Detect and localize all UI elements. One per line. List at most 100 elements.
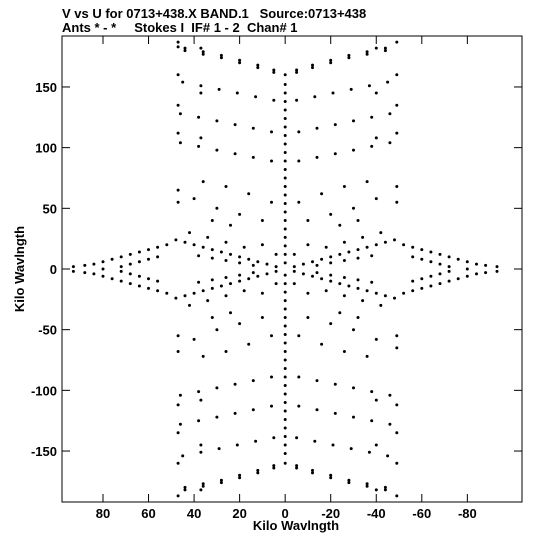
data-point bbox=[71, 265, 75, 269]
data-point bbox=[274, 282, 278, 286]
data-point bbox=[347, 53, 351, 57]
data-point bbox=[233, 152, 237, 156]
data-point bbox=[356, 286, 360, 290]
data-point bbox=[283, 210, 287, 214]
data-point bbox=[251, 271, 255, 275]
data-point bbox=[238, 61, 242, 65]
data-point bbox=[429, 250, 433, 254]
data-point bbox=[256, 63, 260, 67]
data-point bbox=[297, 200, 301, 204]
data-point bbox=[331, 91, 335, 95]
data-point bbox=[395, 200, 399, 204]
data-point bbox=[201, 484, 205, 488]
data-point bbox=[374, 337, 378, 341]
y-tick-label: 50 bbox=[43, 201, 57, 216]
data-point bbox=[465, 267, 469, 271]
data-point bbox=[137, 250, 141, 254]
data-point bbox=[283, 193, 287, 197]
data-point bbox=[210, 278, 214, 282]
data-point bbox=[156, 245, 160, 249]
data-point bbox=[349, 447, 353, 451]
data-point bbox=[283, 168, 287, 171]
data-point bbox=[383, 240, 387, 244]
data-point bbox=[219, 478, 223, 482]
data-point bbox=[247, 257, 251, 261]
plot-frame bbox=[61, 35, 523, 503]
data-point bbox=[215, 206, 219, 210]
data-point bbox=[192, 291, 196, 295]
data-point bbox=[260, 291, 264, 295]
data-point bbox=[283, 176, 287, 180]
data-point bbox=[374, 243, 378, 247]
data-point bbox=[224, 350, 228, 353]
data-point bbox=[272, 464, 276, 468]
data-point bbox=[219, 481, 223, 485]
data-point bbox=[283, 375, 287, 379]
data-point bbox=[292, 252, 296, 256]
data-point bbox=[274, 265, 278, 269]
data-point bbox=[183, 240, 187, 244]
data-point bbox=[283, 73, 287, 77]
data-point bbox=[229, 311, 232, 315]
data-point bbox=[110, 257, 114, 261]
data-point bbox=[347, 56, 351, 60]
data-point bbox=[411, 279, 415, 283]
data-point bbox=[438, 262, 442, 266]
data-point bbox=[315, 126, 319, 130]
data-point bbox=[356, 248, 360, 252]
data-point bbox=[224, 240, 228, 244]
data-point bbox=[365, 50, 369, 54]
data-point bbox=[176, 188, 180, 192]
data-point bbox=[315, 155, 319, 159]
data-point bbox=[349, 87, 353, 91]
data-point bbox=[388, 141, 392, 145]
data-point bbox=[283, 290, 287, 294]
data-point bbox=[238, 58, 242, 62]
data-point bbox=[333, 382, 337, 386]
data-point bbox=[379, 303, 383, 307]
data-point bbox=[429, 274, 433, 278]
data-point bbox=[283, 358, 287, 362]
data-point bbox=[215, 119, 219, 123]
data-point bbox=[199, 443, 203, 447]
data-point bbox=[393, 296, 396, 300]
data-point bbox=[274, 252, 278, 256]
data-point bbox=[235, 91, 239, 95]
data-point bbox=[251, 155, 255, 159]
data-point bbox=[270, 334, 273, 338]
data-point bbox=[119, 269, 123, 273]
data-point bbox=[456, 257, 460, 261]
data-point bbox=[197, 419, 201, 423]
data-point bbox=[333, 123, 337, 127]
data-point bbox=[283, 159, 287, 163]
data-point bbox=[215, 386, 219, 390]
data-point bbox=[329, 212, 333, 216]
data-point bbox=[306, 219, 310, 222]
data-point bbox=[254, 95, 258, 99]
y-tick-label: 0 bbox=[50, 262, 57, 277]
data-point bbox=[283, 282, 287, 286]
data-point bbox=[465, 274, 469, 278]
data-point bbox=[338, 252, 342, 256]
data-point bbox=[156, 255, 160, 259]
data-point bbox=[329, 61, 333, 65]
data-point bbox=[283, 307, 287, 311]
data-point bbox=[313, 439, 317, 443]
data-point bbox=[365, 354, 369, 358]
data-point bbox=[165, 243, 169, 247]
data-point bbox=[283, 261, 287, 265]
data-point bbox=[235, 443, 239, 447]
data-point bbox=[411, 289, 415, 293]
data-point bbox=[251, 379, 255, 383]
data-point bbox=[174, 296, 178, 300]
data-point bbox=[352, 386, 355, 390]
data-point bbox=[420, 277, 424, 281]
data-point bbox=[370, 254, 374, 258]
data-point bbox=[475, 272, 478, 276]
data-point bbox=[283, 461, 287, 465]
data-point bbox=[329, 58, 333, 62]
data-point bbox=[374, 488, 378, 492]
data-point bbox=[283, 350, 287, 353]
data-point bbox=[374, 398, 378, 402]
data-point bbox=[283, 91, 287, 95]
